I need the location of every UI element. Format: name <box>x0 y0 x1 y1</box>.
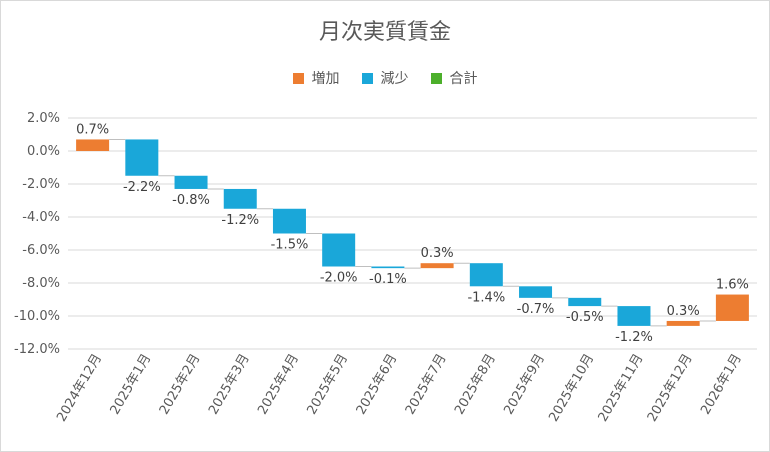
legend-swatch-decrease <box>361 72 373 84</box>
bar <box>666 320 700 326</box>
data-label: -1.2% <box>221 213 259 228</box>
legend-item-increase: 増加 <box>292 68 340 88</box>
data-label: -2.2% <box>123 180 161 195</box>
x-tick-label: 2025年3月 <box>206 352 253 418</box>
data-label: -2.0% <box>320 271 358 286</box>
data-label: -0.5% <box>566 310 604 325</box>
x-tick-label: 2025年7月 <box>403 352 450 418</box>
bar <box>272 208 306 234</box>
legend-item-decrease: 減少 <box>361 68 409 88</box>
bar <box>371 266 405 269</box>
legend-swatch-total <box>430 72 442 84</box>
bar <box>174 175 208 189</box>
x-tick-label: 2025年9月 <box>501 352 548 418</box>
bar <box>420 263 454 269</box>
legend-label-decrease: 減少 <box>380 71 409 87</box>
data-label: -0.1% <box>369 272 407 287</box>
chart-title: 月次実質賃金 <box>318 20 451 45</box>
data-label: 1.6% <box>716 278 749 293</box>
y-tick-label: 2.0% <box>27 111 60 126</box>
x-tick-label: 2025年8月 <box>452 351 499 417</box>
legend-label-total: 合計 <box>449 71 478 87</box>
y-tick-label: -8.0% <box>22 276 60 291</box>
data-label: 0.3% <box>667 304 700 319</box>
bar <box>76 139 110 151</box>
bar <box>568 297 602 307</box>
y-tick-label: -12.0% <box>14 342 60 357</box>
data-label: 0.7% <box>76 122 109 137</box>
x-tick-label: 2025年5月 <box>304 352 351 418</box>
data-label: -1.4% <box>467 290 505 305</box>
x-tick-label: 2024年12月 <box>54 352 105 425</box>
legend-swatch-increase <box>292 72 304 84</box>
bar <box>322 233 356 267</box>
legend-label-increase: 増加 <box>311 71 340 87</box>
y-tick-label: -6.0% <box>22 243 60 258</box>
bar <box>715 294 749 321</box>
bar <box>223 188 257 209</box>
y-tick-label: -10.0% <box>14 309 60 324</box>
x-tick-label: 2025年4月 <box>255 352 302 418</box>
y-tick-label: -2.0% <box>22 177 60 192</box>
bar <box>519 286 553 298</box>
x-tick-label: 2025年6月 <box>354 352 401 418</box>
data-label: -1.2% <box>615 330 653 345</box>
x-tick-label: 2025年2月 <box>157 352 204 418</box>
bar <box>617 306 651 326</box>
chart-legend: 増加 減少 合計 <box>0 68 770 88</box>
data-label: -1.5% <box>271 238 309 253</box>
y-tick-label: 0.0% <box>27 144 60 159</box>
data-label: -0.8% <box>172 193 210 208</box>
data-label: -0.7% <box>517 302 555 317</box>
x-tick-label: 2026年1月 <box>698 352 745 418</box>
y-tick-label: -4.0% <box>22 210 60 225</box>
legend-item-total: 合計 <box>430 68 478 88</box>
bar <box>125 139 159 176</box>
x-tick-label: 2025年1月 <box>108 352 155 418</box>
bar <box>469 263 503 287</box>
data-label: 0.3% <box>421 246 454 261</box>
x-tick-label: 2025年10月 <box>546 352 597 425</box>
x-tick-label: 2025年11月 <box>596 352 647 425</box>
x-tick-label: 2025年12月 <box>645 352 696 425</box>
